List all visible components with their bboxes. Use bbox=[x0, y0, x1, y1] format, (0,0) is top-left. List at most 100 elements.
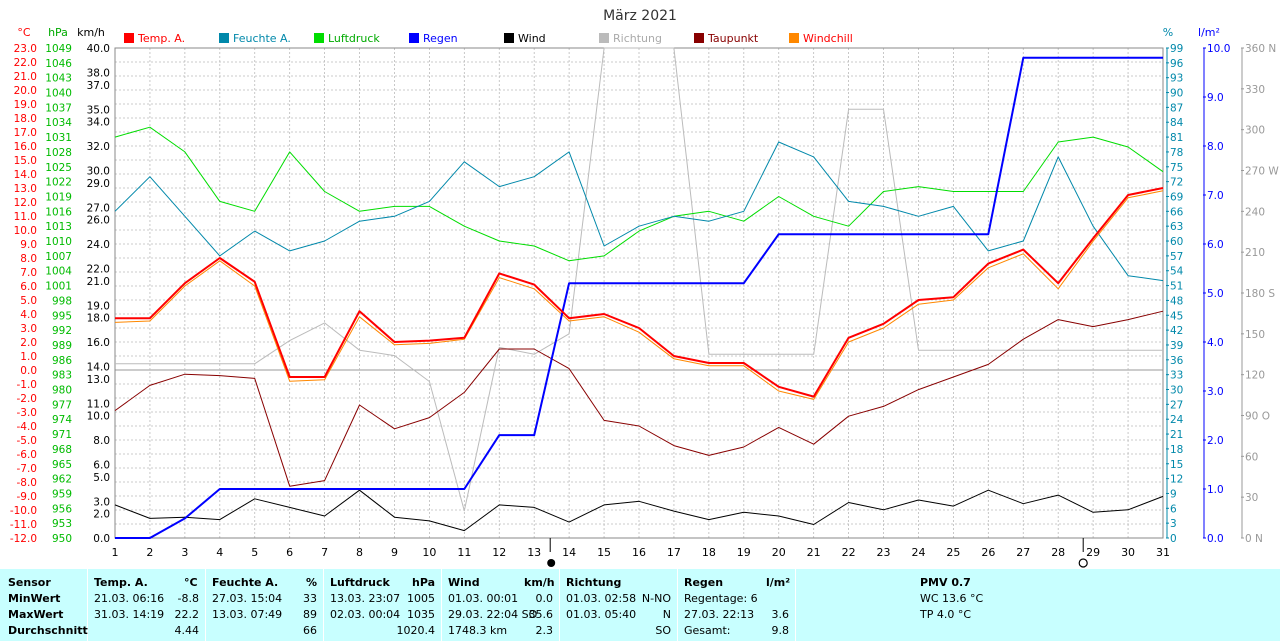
x-tick-label: 12 bbox=[492, 546, 506, 559]
x-tick-label: 8 bbox=[356, 546, 363, 559]
axis-tick-label: 34.0 bbox=[87, 117, 110, 129]
axis-tick-label: 20.0 bbox=[14, 85, 37, 97]
axis-tick-label: 38.0 bbox=[87, 68, 110, 80]
axis-tick-label: 6 bbox=[1170, 503, 1177, 515]
x-tick-label: 26 bbox=[981, 546, 995, 559]
legend-label: Wind bbox=[518, 32, 546, 45]
stats-humidity-max-time: 13.03. 07:49 bbox=[212, 608, 283, 621]
x-tick-label: 7 bbox=[321, 546, 328, 559]
stats-header-sensor: Sensor bbox=[8, 576, 51, 589]
stats-pmv-title: PMV 0.7 bbox=[920, 576, 971, 589]
stats-wind-title: Wind bbox=[448, 576, 480, 589]
series-line-wind bbox=[114, 489, 1164, 532]
axis-tick-label: 84 bbox=[1170, 117, 1184, 129]
stats-humidity-max: 89 bbox=[303, 608, 317, 621]
axis-tick-label: 27.0 bbox=[87, 202, 110, 214]
stats-temp-min-time: 21.03. 06:16 bbox=[94, 592, 165, 605]
axis-tick-label: 1046 bbox=[45, 58, 72, 70]
stats-label-min: MinWert bbox=[8, 592, 61, 605]
axis-tick-label: -6.0 bbox=[17, 449, 38, 461]
axis-tick-label: 16.0 bbox=[14, 141, 37, 153]
legend-label: Windchill bbox=[803, 32, 853, 45]
stats-pressure-title: Luftdruck bbox=[330, 576, 390, 589]
axis-tick-label: 75 bbox=[1170, 162, 1183, 174]
x-tick-label: 23 bbox=[877, 546, 891, 559]
axis-tick-label: 950 bbox=[52, 533, 72, 545]
stats-direction-min: N-NO bbox=[641, 592, 671, 605]
stats-temp-max: 22.2 bbox=[174, 608, 200, 621]
x-tick-label: 20 bbox=[772, 546, 786, 559]
axis-tick-label: 13.0 bbox=[87, 374, 110, 386]
axis-tick-label: 180 S bbox=[1245, 288, 1275, 300]
stats-rain-max-time: 27.03. 22:13 bbox=[684, 608, 755, 621]
legend-swatch bbox=[219, 33, 229, 43]
axis-tick-label: 30 bbox=[1245, 492, 1258, 504]
axis-tick-label: -1.0 bbox=[17, 379, 38, 391]
axis-tick-label: -9.0 bbox=[17, 491, 38, 503]
axis-tick-label: 32.0 bbox=[87, 141, 110, 153]
axis-tick-label: 18 bbox=[1170, 444, 1183, 456]
stats-label-max: MaxWert bbox=[8, 608, 64, 621]
axis-tick-label: 35.0 bbox=[87, 104, 110, 116]
x-tick-label: 1 bbox=[112, 546, 119, 559]
axis-tick-label: 1.0 bbox=[1207, 484, 1224, 496]
stats-humidity-avg: 66 bbox=[303, 624, 317, 637]
new-moon-icon bbox=[547, 559, 556, 567]
stats-pressure-max-time: 02.03. 00:04 bbox=[330, 608, 401, 621]
stats-direction-max: N bbox=[662, 608, 671, 621]
axis-tick-label: 3.0 bbox=[20, 323, 37, 335]
axis-tick-label: 18.0 bbox=[87, 313, 110, 325]
axis-tick-label: 40.0 bbox=[87, 43, 110, 55]
x-tick-label: 13 bbox=[527, 546, 541, 559]
axis-tick-label: 120 bbox=[1245, 370, 1265, 382]
axis-tick-label: 22.0 bbox=[14, 57, 37, 69]
x-tick-label: 24 bbox=[911, 546, 925, 559]
x-tick-label: 4 bbox=[216, 546, 223, 559]
stats-label-avg: Durchschnitt bbox=[8, 624, 88, 637]
axis-tick-label: 953 bbox=[52, 518, 72, 530]
stats-humidity-min-time: 27.03. 15:04 bbox=[212, 592, 283, 605]
x-tick-label: 2 bbox=[146, 546, 153, 559]
x-tick-label: 22 bbox=[842, 546, 856, 559]
axis-tick-label: 330 bbox=[1245, 84, 1265, 96]
axis-tick-label: 974 bbox=[52, 414, 72, 426]
axis-tick-label: 23.0 bbox=[14, 43, 37, 55]
chart-title: März 2021 bbox=[603, 8, 677, 24]
stats-rain-max: 3.6 bbox=[771, 608, 790, 621]
axis-tick-label: 1016 bbox=[45, 206, 72, 218]
legend-swatch bbox=[504, 33, 514, 43]
axis-tick-label: 14.0 bbox=[87, 362, 110, 374]
axis-tick-label: 11.0 bbox=[87, 398, 110, 410]
axis-tick-label: 90 bbox=[1170, 88, 1183, 100]
axis-tick-label: 270 W bbox=[1245, 166, 1279, 178]
weather-chart: März 2021 °C hPa km/h% l/m² Temp. A. Feuchte A… bbox=[10, 8, 1279, 568]
legend-swatch bbox=[124, 33, 134, 43]
axis-tick-label: 1001 bbox=[45, 281, 72, 293]
x-tick-label: 10 bbox=[422, 546, 436, 559]
axis-tick-label: 42 bbox=[1170, 325, 1183, 337]
stats-humidity-unit: % bbox=[306, 576, 318, 589]
axis-tick-label: -12.0 bbox=[10, 533, 37, 545]
stats-temp-unit: °C bbox=[184, 576, 198, 589]
stats-temp-title: Temp. A. bbox=[94, 576, 148, 589]
axis-tick-label: 14.0 bbox=[14, 169, 37, 181]
axis-tick-label: 2.0 bbox=[93, 509, 110, 521]
stats-sensor-column: Sensor MinWert MaxWert Durchschnitt bbox=[0, 569, 88, 641]
stats-pmv-wc: WC 13.6 °C bbox=[920, 592, 984, 605]
axis-tick-label: 54 bbox=[1170, 266, 1184, 278]
axis-tick-label: 6.0 bbox=[1207, 239, 1224, 251]
axis-unit-label: hPa bbox=[48, 26, 68, 39]
axis-tick-label: 989 bbox=[52, 340, 72, 352]
axis-tick-label: 9 bbox=[1170, 488, 1177, 500]
axis-tick-label: 22.0 bbox=[87, 264, 110, 276]
axis-tick-label: 27 bbox=[1170, 399, 1183, 411]
axis-tick-label: 11.0 bbox=[14, 211, 37, 223]
statistics-panel: Sensor MinWert MaxWert Durchschnitt Temp… bbox=[0, 569, 1280, 641]
axis-tick-label: 0 N bbox=[1245, 533, 1263, 545]
legend-swatch bbox=[694, 33, 704, 43]
x-tick-label: 15 bbox=[597, 546, 611, 559]
axis-tick-label: 150 bbox=[1245, 329, 1265, 341]
x-tick-label: 11 bbox=[457, 546, 471, 559]
axis-tick-label: 5.0 bbox=[20, 295, 37, 307]
axis-tick-label: 300 bbox=[1245, 125, 1265, 137]
